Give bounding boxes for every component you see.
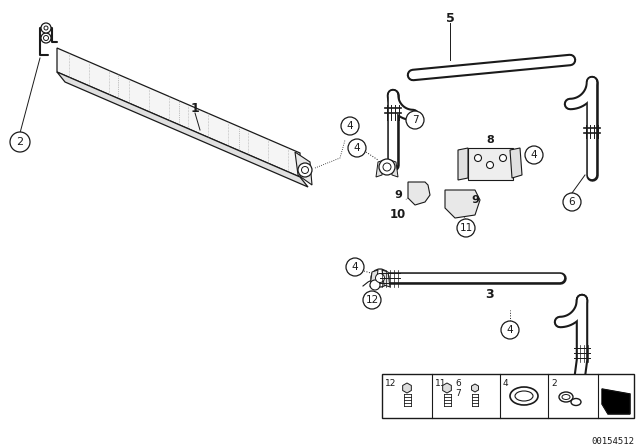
Circle shape [525,146,543,164]
Text: 4: 4 [352,262,358,272]
Text: 12: 12 [385,379,396,388]
Polygon shape [370,270,378,287]
Circle shape [44,26,48,30]
Text: 4: 4 [503,379,509,388]
Circle shape [457,219,475,237]
Polygon shape [390,160,398,177]
Text: 6: 6 [569,197,575,207]
Circle shape [501,321,519,339]
Polygon shape [510,148,522,178]
Circle shape [499,155,506,161]
Text: 12: 12 [365,295,379,305]
Circle shape [341,117,359,135]
Polygon shape [458,148,468,180]
Ellipse shape [510,387,538,405]
Polygon shape [57,48,300,177]
Circle shape [376,273,385,283]
Circle shape [363,291,381,309]
Text: 4: 4 [507,325,513,335]
Polygon shape [445,190,480,218]
Text: 1: 1 [191,102,200,115]
Text: 2: 2 [17,137,24,147]
Circle shape [346,258,364,276]
Polygon shape [57,72,308,187]
Polygon shape [602,389,630,414]
Circle shape [298,163,312,177]
Circle shape [41,33,51,43]
Text: 2: 2 [551,379,557,388]
Polygon shape [376,160,384,177]
Ellipse shape [559,392,573,402]
Circle shape [371,269,389,287]
Polygon shape [408,182,430,205]
Circle shape [10,132,30,152]
Circle shape [406,111,424,129]
Ellipse shape [515,391,533,401]
Text: 10: 10 [390,208,406,221]
Circle shape [348,139,366,157]
Text: 6: 6 [455,379,461,388]
Ellipse shape [562,395,570,400]
Bar [382,374,634,418]
Text: 5: 5 [445,12,454,25]
Text: 7: 7 [455,389,461,398]
Text: 4: 4 [354,143,360,153]
Circle shape [474,155,481,161]
Circle shape [41,23,51,33]
Text: 9: 9 [471,195,479,205]
Text: 9: 9 [394,190,402,200]
FancyBboxPatch shape [468,148,513,180]
Polygon shape [295,152,312,185]
Text: 7: 7 [412,115,419,125]
Circle shape [379,159,395,175]
Circle shape [563,193,581,211]
Circle shape [383,163,391,171]
Text: 11: 11 [435,379,447,388]
Text: 4: 4 [531,150,538,160]
Circle shape [486,161,493,168]
Circle shape [44,35,49,40]
Text: 3: 3 [486,289,494,302]
Circle shape [370,280,380,290]
Text: 8: 8 [486,135,494,145]
Ellipse shape [571,399,581,405]
Text: 4: 4 [347,121,353,131]
Text: 11: 11 [460,223,472,233]
Circle shape [301,167,308,173]
Polygon shape [382,270,390,287]
Text: 00154512: 00154512 [591,437,634,446]
